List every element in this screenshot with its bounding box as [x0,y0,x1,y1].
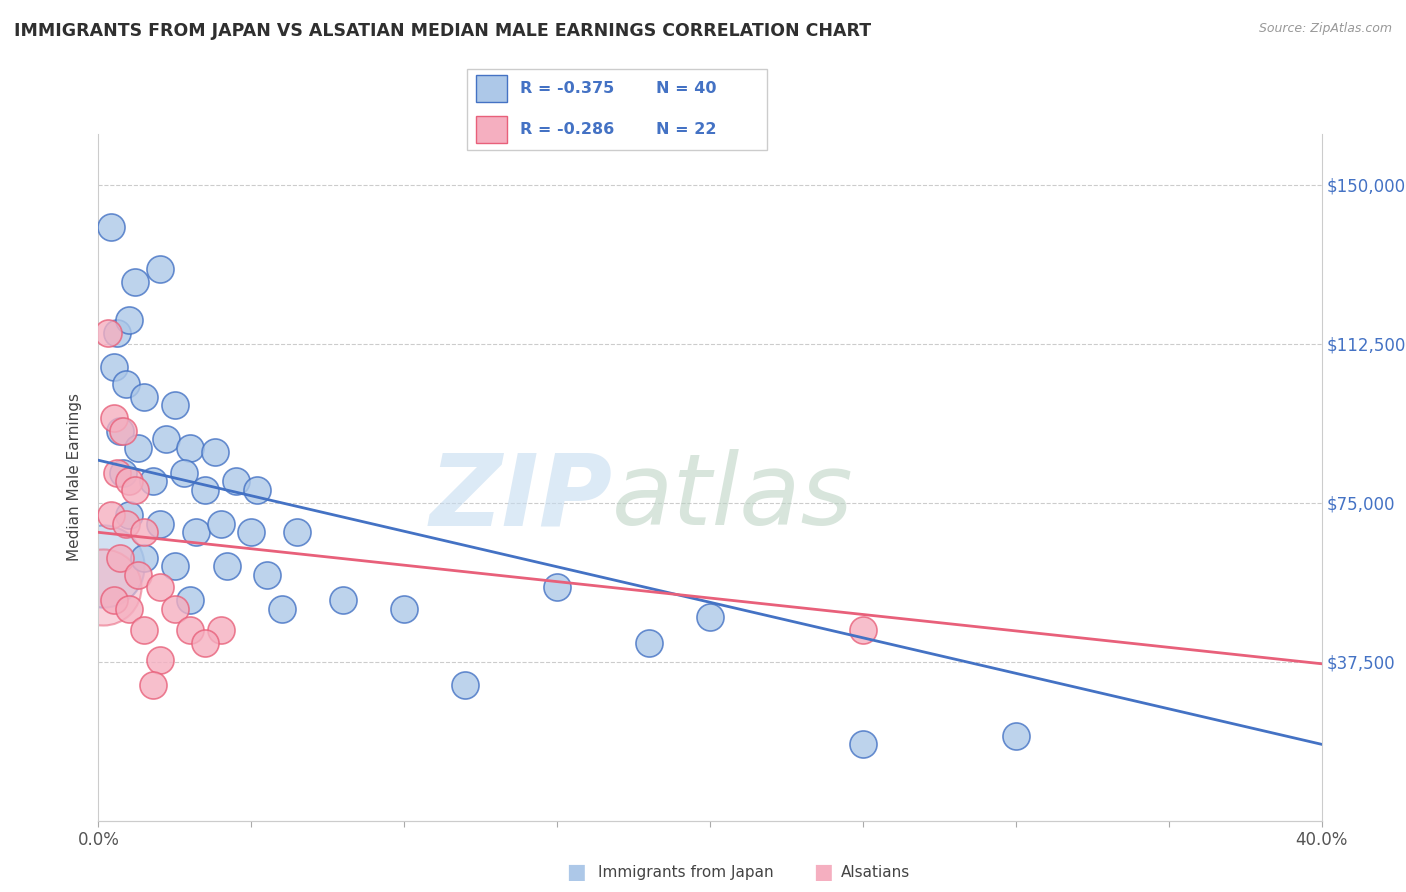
Point [134,623,156,637]
Point [105,466,128,480]
Point [108,550,131,565]
Point [179,441,201,455]
Point [454,678,477,692]
Point [163,398,186,412]
Point [134,525,156,540]
Point [546,581,568,595]
Text: ZIP: ZIP [429,450,612,546]
Y-axis label: Median Male Earnings: Median Male Earnings [67,393,83,561]
Point [91,559,114,574]
Point [173,466,195,480]
Point [108,424,131,438]
Text: ■: ■ [813,863,832,882]
Text: N = 40: N = 40 [655,81,716,96]
Point [103,410,125,425]
Point [240,525,263,540]
Point [163,559,186,574]
Point [111,466,134,480]
Point [124,275,146,289]
Point [118,313,141,327]
Text: IMMIGRANTS FROM JAPAN VS ALSATIAN MEDIAN MALE EARNINGS CORRELATION CHART: IMMIGRANTS FROM JAPAN VS ALSATIAN MEDIAN… [14,22,872,40]
Point [204,444,226,458]
Point [118,475,141,489]
Point [332,593,354,607]
Point [115,516,138,531]
Point [127,441,149,455]
Point [100,508,122,523]
Point [118,601,141,615]
Text: Alsatians: Alsatians [841,865,910,880]
Point [124,483,146,497]
Text: atlas: atlas [612,450,853,546]
Text: R = -0.286: R = -0.286 [520,122,614,137]
Point [134,550,156,565]
Point [194,635,217,649]
Text: ■: ■ [567,863,586,882]
Point [209,516,232,531]
Point [392,601,416,615]
Point [285,525,308,540]
Point [149,262,172,277]
Point [179,593,201,607]
Point [142,475,165,489]
Point [155,432,177,446]
Point [225,475,247,489]
Point [127,567,149,582]
Point [100,220,122,235]
Point [91,581,114,595]
Point [115,376,138,391]
Point [111,424,134,438]
Point [209,623,232,637]
Point [118,508,141,523]
Text: Source: ZipAtlas.com: Source: ZipAtlas.com [1258,22,1392,36]
Point [246,483,269,497]
Point [186,525,208,540]
Point [194,483,217,497]
Point [215,559,238,574]
FancyBboxPatch shape [467,69,768,150]
Point [103,593,125,607]
Point [134,390,156,404]
Point [852,623,875,637]
Text: R = -0.375: R = -0.375 [520,81,614,96]
FancyBboxPatch shape [477,76,508,103]
Point [103,359,125,374]
FancyBboxPatch shape [477,116,508,143]
Point [270,601,294,615]
Point [852,737,875,751]
Point [699,610,721,624]
Text: Immigrants from Japan: Immigrants from Japan [598,865,773,880]
Point [163,601,186,615]
Point [149,652,172,666]
Point [97,326,120,340]
Text: N = 22: N = 22 [655,122,716,137]
Point [179,623,201,637]
Point [105,326,128,340]
Point [256,567,278,582]
Point [149,516,172,531]
Point [142,678,165,692]
Point [149,581,172,595]
Point [1004,729,1026,743]
Point [638,635,661,649]
